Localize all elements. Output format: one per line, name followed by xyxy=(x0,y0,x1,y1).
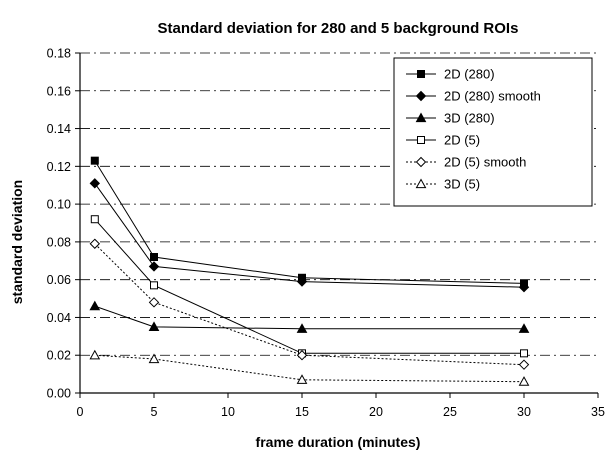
data-point-3d-5 xyxy=(296,374,308,384)
x-tick-label: 20 xyxy=(369,405,383,419)
y-tick-label: 0.06 xyxy=(47,273,71,287)
legend-item-3d-280: 3D (280) xyxy=(406,111,495,126)
series-line-3d-280 xyxy=(94,305,524,330)
legend-swatch-marker xyxy=(415,112,427,123)
y-tick-label: 0.14 xyxy=(47,122,71,136)
data-point-2d-5-smooth xyxy=(296,350,308,361)
series-line-2d-5 xyxy=(94,218,524,354)
data-point-2d-280-smooth xyxy=(89,178,101,189)
data-point-2d-280-smooth xyxy=(518,282,530,293)
x-tick-label: 35 xyxy=(591,405,605,419)
chart-title: Standard deviation for 280 and 5 backgro… xyxy=(158,20,519,37)
data-point-2d-5 xyxy=(520,349,528,358)
x-tick-label: 5 xyxy=(151,405,158,419)
y-tick-label: 0.00 xyxy=(47,387,71,401)
legend-swatch-marker xyxy=(415,90,427,102)
y-tick-label: 0.12 xyxy=(47,160,71,174)
y-tick-label: 0.08 xyxy=(47,235,71,249)
y-tick-label: 0.04 xyxy=(47,311,71,325)
data-point-2d-5-smooth xyxy=(89,238,101,249)
legend-item-2d-5-smooth: 2D (5) smooth xyxy=(406,155,526,170)
data-point-3d-280 xyxy=(296,323,308,333)
data-point-3d-280 xyxy=(89,300,101,311)
legend: 2D (280) 2D (280) smooth 3D (280) 2D (5) 2D … xyxy=(393,57,593,207)
data-point-3d-5 xyxy=(89,349,101,360)
y-tick-label: 0.02 xyxy=(47,349,71,363)
legend-label: 3D (5) xyxy=(444,177,480,192)
x-axis-label: frame duration (minutes) xyxy=(256,434,421,450)
series-line-3d-5 xyxy=(94,354,525,383)
data-point-2d-280-smooth xyxy=(296,276,308,287)
data-point-3d-280 xyxy=(518,323,530,333)
legend-item-2d-280: 2D (280) xyxy=(406,67,495,82)
x-tick-label: 30 xyxy=(517,405,531,419)
series-3d-280 xyxy=(89,300,530,333)
series-group xyxy=(89,156,530,386)
legend-label: 2D (5) smooth xyxy=(444,155,526,170)
data-point-2d-5 xyxy=(150,281,158,290)
axes xyxy=(79,53,598,394)
legend-label: 2D (280) xyxy=(444,67,495,82)
series-line-2d-280 xyxy=(94,160,525,284)
x-tick-label: 10 xyxy=(221,405,235,419)
data-point-3d-5 xyxy=(518,376,530,386)
legend-label: 2D (5) xyxy=(444,133,480,148)
data-point-2d-5-smooth xyxy=(148,297,160,308)
x-tick-label: 25 xyxy=(443,405,457,419)
legend-label: 2D (280) smooth xyxy=(444,89,541,104)
legend-item-2d-5: 2D (5) xyxy=(406,133,480,148)
legend-label: 3D (280) xyxy=(444,111,495,126)
legend-item-3d-5: 3D (5) xyxy=(406,177,480,192)
series-2d-5-smooth xyxy=(89,238,530,370)
series-line-2d-5-smooth xyxy=(94,243,525,366)
series-2d-5 xyxy=(90,215,528,358)
legend-swatch-marker xyxy=(417,136,425,144)
data-point-3d-5 xyxy=(148,353,160,364)
data-point-2d-280 xyxy=(90,156,99,165)
y-tick-label: 0.10 xyxy=(47,198,71,212)
y-axis-label: standard deviation xyxy=(9,180,25,304)
data-point-2d-5-smooth xyxy=(518,359,530,370)
data-point-3d-280 xyxy=(148,321,160,331)
y-tick-label: 0.16 xyxy=(47,84,71,98)
y-axis-ticks: 0.00 0.02 0.04 0.06 0.08 0.10 0.12 0.14 0.16 0.18 xyxy=(47,47,80,401)
grid-lines xyxy=(80,52,598,356)
data-point-2d-5 xyxy=(90,215,99,224)
x-tick-label: 15 xyxy=(295,405,309,419)
series-line-2d-280-smooth xyxy=(94,183,525,288)
legend-box xyxy=(393,57,593,207)
data-point-2d-280 xyxy=(150,253,158,261)
x-axis-ticks: 0 5 10 15 20 25 30 35 xyxy=(77,393,605,419)
data-point-2d-280-smooth xyxy=(148,261,160,272)
legend-swatch-marker xyxy=(417,70,425,78)
legend-swatch-marker xyxy=(415,178,427,189)
legend-item-2d-280-smooth: 2D (280) smooth xyxy=(406,89,541,104)
legend-swatch-marker xyxy=(415,156,427,168)
x-tick-label: 0 xyxy=(77,405,84,419)
y-tick-label: 0.18 xyxy=(47,47,71,61)
series-3d-5 xyxy=(89,349,530,386)
series-2d-280-smooth xyxy=(89,178,530,293)
